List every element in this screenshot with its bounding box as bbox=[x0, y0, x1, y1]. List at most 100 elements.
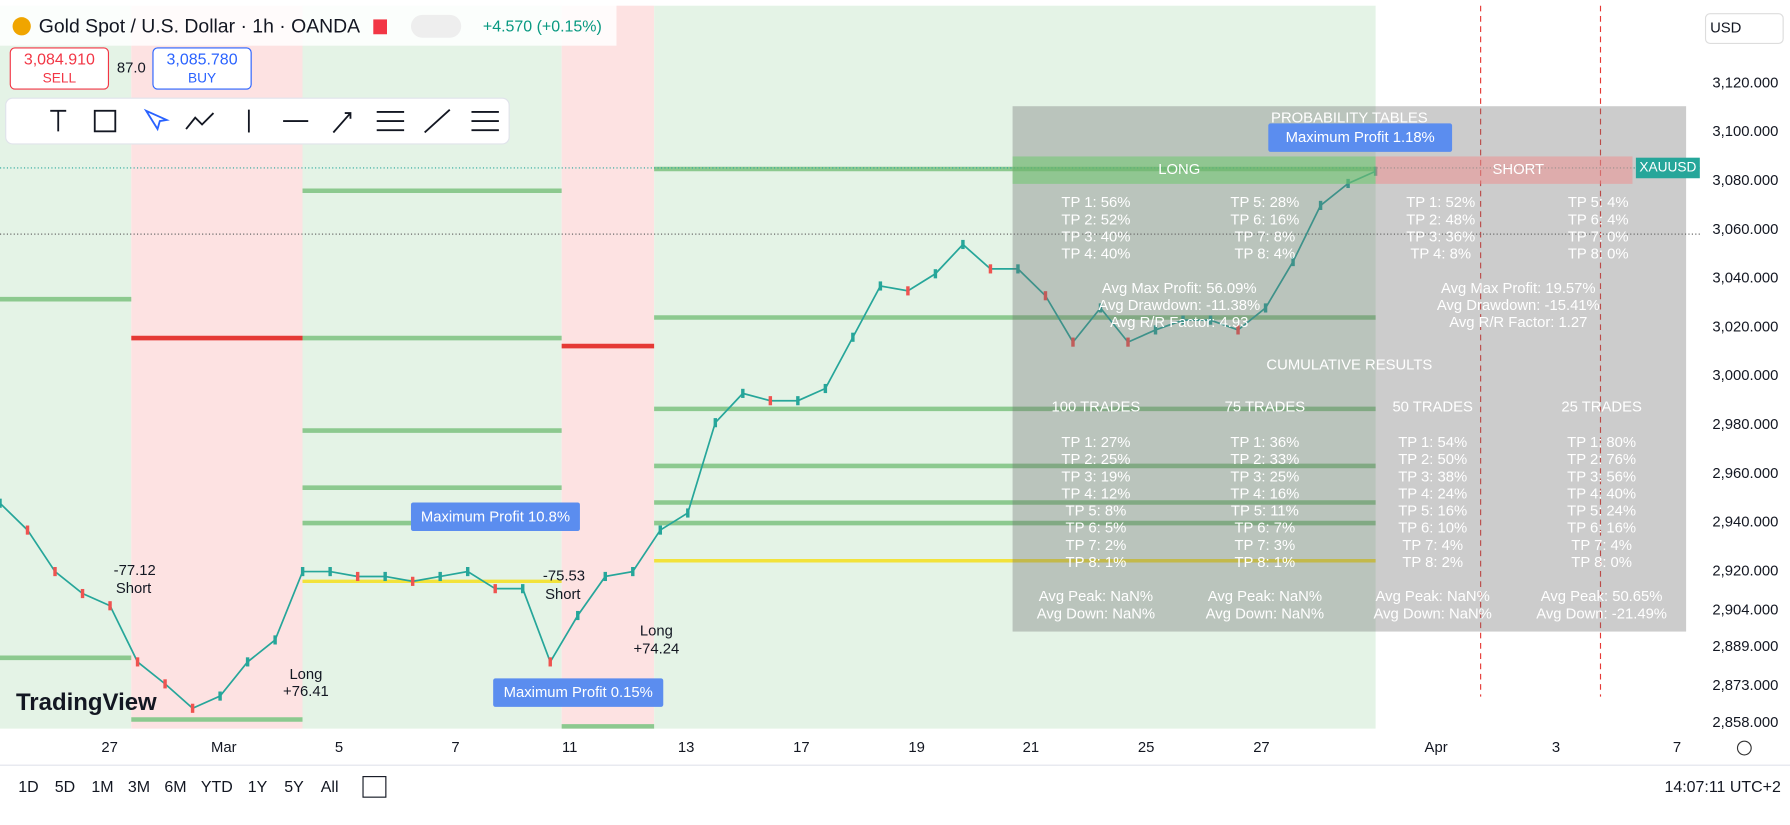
table-text: Avg Peak: NaN% bbox=[1208, 589, 1322, 605]
table-text: TP 5: 28% bbox=[1230, 195, 1299, 211]
table-text: TP 8: 1% bbox=[1235, 555, 1296, 571]
table-text: TP 4: 24% bbox=[1398, 486, 1467, 502]
date-range-icon[interactable] bbox=[362, 776, 387, 798]
table-text: CUMULATIVE RESULTS bbox=[1266, 357, 1432, 373]
candle bbox=[686, 508, 690, 518]
price-axis bbox=[1700, 0, 1790, 766]
candle bbox=[53, 567, 57, 577]
candle bbox=[988, 264, 993, 274]
candle bbox=[823, 383, 828, 394]
range-button[interactable]: 1D bbox=[18, 779, 38, 796]
profit-label: Maximum Profit 10.8% bbox=[421, 509, 570, 525]
range-button[interactable]: 5D bbox=[55, 779, 75, 796]
profit-label: Maximum Profit 1.18% bbox=[1286, 130, 1435, 146]
range-button[interactable]: 6M bbox=[164, 779, 186, 796]
price-tick-label: 3,020.000 bbox=[1712, 319, 1778, 335]
symbol-tag-text: XAUUSD bbox=[1639, 160, 1696, 175]
candle bbox=[465, 567, 470, 577]
price-tick-label: 2,940.000 bbox=[1712, 515, 1778, 531]
price-tick-label: 2,920.000 bbox=[1712, 564, 1778, 580]
table-text: TP 5: 11% bbox=[1231, 504, 1299, 520]
long-header-bg bbox=[1012, 156, 1376, 184]
table-text: Avg Peak: 50.65% bbox=[1541, 589, 1663, 605]
table-text: Avg Peak: NaN% bbox=[1376, 589, 1490, 605]
price-change: +4.570 (+0.15%) bbox=[483, 19, 602, 36]
candle bbox=[383, 571, 387, 582]
settings-icon[interactable] bbox=[1736, 740, 1752, 756]
table-text: 50 TRADES bbox=[1392, 400, 1473, 416]
table-text: Avg Down: -21.49% bbox=[1536, 606, 1667, 622]
candle bbox=[658, 525, 663, 535]
buy-label: BUY bbox=[188, 70, 216, 85]
flag[interactable] bbox=[373, 19, 387, 35]
profit-label: Maximum Profit 0.15% bbox=[504, 685, 653, 701]
table-text: TP 4: 40% bbox=[1567, 486, 1636, 502]
table-text: TP 6: 16% bbox=[1567, 521, 1636, 537]
candle bbox=[796, 396, 800, 406]
table-text: Avg Down: NaN% bbox=[1037, 606, 1155, 622]
header-bg bbox=[0, 0, 617, 46]
range-button[interactable]: 1M bbox=[91, 779, 113, 796]
range-button[interactable]: YTD bbox=[201, 779, 233, 796]
price-ticks: 3,120.000 3,100.000 3,080.000 3,060.000 3,04… bbox=[1712, 75, 1778, 731]
table-text: TP 5: 8% bbox=[1066, 504, 1127, 520]
sell-button[interactable] bbox=[9, 47, 110, 90]
table-text: TP 6: 7% bbox=[1235, 521, 1296, 537]
time-label: 27 bbox=[1253, 740, 1269, 756]
time-label: 21 bbox=[1023, 740, 1039, 756]
candle bbox=[631, 567, 635, 577]
candle bbox=[906, 286, 910, 296]
time-label: 27 bbox=[101, 740, 117, 756]
range-button[interactable]: 3M bbox=[128, 779, 150, 796]
table-text: 75 TRADES bbox=[1225, 400, 1306, 416]
table-text: TP 6: 5% bbox=[1066, 521, 1127, 537]
sell-price: 3,084.910 bbox=[24, 52, 95, 69]
candle bbox=[741, 388, 745, 398]
trade-note: -77.12 bbox=[114, 563, 156, 579]
tool-icons[interactable] bbox=[50, 108, 499, 134]
candle bbox=[218, 691, 222, 701]
table-text: TP 7: 0% bbox=[1568, 229, 1629, 245]
table-text: Avg Drawdown: -11.38% bbox=[1098, 298, 1260, 314]
candle bbox=[851, 332, 855, 342]
range-button[interactable]: 5Y bbox=[284, 779, 304, 796]
candle bbox=[328, 567, 332, 577]
candle bbox=[245, 657, 250, 667]
price-tick-label: 2,873.000 bbox=[1712, 678, 1778, 694]
candle bbox=[878, 281, 883, 291]
range-button[interactable]: All bbox=[321, 779, 339, 796]
table-text: TP 7: 3% bbox=[1235, 538, 1296, 554]
candle bbox=[108, 601, 112, 611]
time-axis: 27 Mar 5 7 11 13 17 19 21 25 27 Apr 3 7 bbox=[101, 740, 1681, 756]
zone bbox=[654, 5, 1376, 729]
candle bbox=[576, 610, 580, 621]
profit-label-bg bbox=[493, 678, 664, 707]
price-tick-label: 3,040.000 bbox=[1712, 271, 1778, 287]
table-text: TP 8: 1% bbox=[1066, 555, 1127, 571]
table-text: TP 1: 54% bbox=[1398, 435, 1467, 451]
table-text: TP 3: 19% bbox=[1061, 469, 1130, 485]
currency-button[interactable] bbox=[1704, 13, 1784, 44]
range-bar: 1D 5D 1M 3M 6M YTD 1Y 5Y All bbox=[18, 779, 338, 796]
candle bbox=[603, 571, 607, 582]
buy-button[interactable] bbox=[152, 47, 252, 90]
candle bbox=[548, 657, 552, 667]
time-label: 25 bbox=[1138, 740, 1154, 756]
short-header-bg bbox=[1375, 156, 1633, 184]
table-text: TP 7: 4% bbox=[1571, 538, 1632, 554]
price-tick-label: 3,000.000 bbox=[1712, 368, 1778, 384]
sell-label: SELL bbox=[43, 70, 77, 85]
table-text: TP 2: 76% bbox=[1567, 452, 1636, 468]
indicator-toggle[interactable] bbox=[410, 14, 462, 38]
candle bbox=[438, 571, 442, 582]
candle bbox=[1263, 303, 1268, 313]
table-text: TP 2: 48% bbox=[1406, 212, 1475, 228]
price-tick-label: 2,889.000 bbox=[1712, 639, 1778, 655]
time-label: 11 bbox=[562, 740, 577, 756]
table-text: Avg Down: NaN% bbox=[1206, 606, 1324, 622]
candle bbox=[190, 703, 195, 713]
table-text: Avg Peak: NaN% bbox=[1039, 589, 1153, 605]
range-button[interactable]: 1Y bbox=[248, 779, 268, 796]
table-text: LONG bbox=[1158, 162, 1200, 178]
